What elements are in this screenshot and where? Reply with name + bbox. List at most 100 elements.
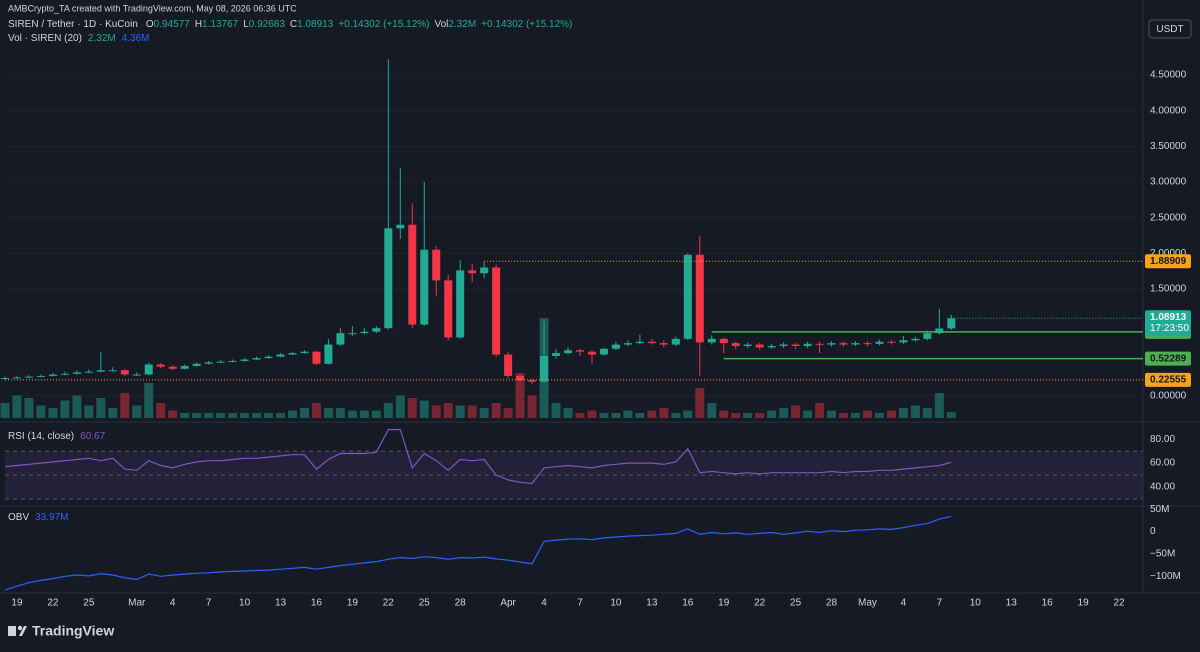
x-tick-label: 16 [311,598,323,609]
vol-ma: 4.36M [122,33,150,44]
candle-body [504,354,513,376]
vol-value: 2.32M [448,19,476,30]
candle-body [743,344,752,346]
candle-body [719,338,728,344]
volume-bar [683,410,693,418]
candle-body [875,341,884,344]
candle-body [552,353,561,356]
vol-value: 2.32M [88,33,116,44]
x-tick-label: Apr [500,598,516,609]
x-tick-label: 28 [826,598,838,609]
candle-body [480,267,489,274]
candle-body [72,372,81,374]
volume-bar [455,405,465,418]
volume-bar [575,413,585,418]
volume-bar [695,388,705,418]
y-tick-label: 4.00000 [1150,105,1187,116]
x-tick-label: 19 [718,598,730,609]
volume-bar [443,403,453,418]
volume-bar [407,398,417,418]
ohlc-label: H [195,19,202,30]
ohlc-label: O [146,19,154,30]
candle-body [360,331,369,334]
candle-body [192,363,201,366]
candle-body [887,341,896,343]
x-tick-label: 10 [239,598,251,609]
candle-body [611,344,620,349]
y-tick-label: 3.50000 [1150,141,1187,152]
indicator-line [4,429,952,485]
volume-bar [491,403,501,418]
volume-bar [359,410,369,418]
currency-box[interactable] [1148,19,1192,39]
level-label-box [1145,351,1191,366]
symbol: SIREN / Tether · 1D · KuCoin [8,19,138,30]
volume-bar [156,403,166,418]
volume-bar [551,403,561,418]
candle-body [659,343,668,345]
volume-bar [910,405,920,418]
candle-body [815,343,824,345]
volume-bar [335,408,345,418]
credit: AMBCrypto_TA created with TradingView.co… [8,3,297,13]
volume-bar [228,413,238,418]
candle-body [516,375,525,381]
x-tick-label: 10 [970,598,982,609]
candle-body [12,377,21,379]
logo-icon [8,626,16,636]
volume-bar [419,400,429,418]
volume-bar [623,410,633,418]
x-tick-label: May [858,598,877,609]
candle-body [372,328,381,332]
volume-bar [180,413,190,418]
volume-bar [383,403,393,418]
y-tick-label: −50M [1150,549,1175,560]
volume-bar [587,410,597,418]
x-tick-label: 7 [577,598,583,609]
volume-bar [755,413,765,418]
candle-body [60,373,69,375]
ohlc-value: 1.08913 [297,19,334,30]
volume-bar [264,413,274,418]
y-tick-label: 1.50000 [1150,284,1187,295]
x-tick-label: 22 [1113,598,1125,609]
candle-body [456,270,465,338]
volume-bar [299,408,309,418]
candle-body [863,343,872,345]
indicator-title: OBV [8,512,29,523]
volume-bar [467,405,477,418]
x-tick-label: 28 [455,598,467,609]
x-tick-label: Mar [128,598,146,609]
x-tick-label: 13 [275,598,287,609]
x-tick-label: 7 [937,598,943,609]
candle-body [947,318,956,329]
volume-bar [192,413,202,418]
volume-bar [216,413,226,418]
volume-bar [815,403,825,418]
y-tick-label: 80.00 [1150,434,1175,445]
candle-body [779,344,788,346]
x-tick-label: 4 [541,598,547,609]
volume-bar [851,413,861,418]
y-tick-label: 60.00 [1150,458,1175,469]
candle-body [899,340,908,343]
candle-body [671,338,680,345]
volume-bar [839,413,849,418]
currency[interactable]: USDT [1156,24,1183,35]
volume-bar [60,400,70,418]
indicator-value: 60.67 [80,431,105,442]
volume-bar [743,413,753,418]
volume-bar [671,413,681,418]
candle-body [707,338,716,343]
candle-body [168,366,177,369]
candle-body [420,249,429,325]
logo-icon [19,626,27,636]
candle-body [623,343,632,345]
volume-bar [707,403,717,418]
candle-body [204,362,213,364]
volume-bar [204,413,214,418]
candle-body [264,356,273,359]
level-label: 0.22555 [1150,374,1187,385]
